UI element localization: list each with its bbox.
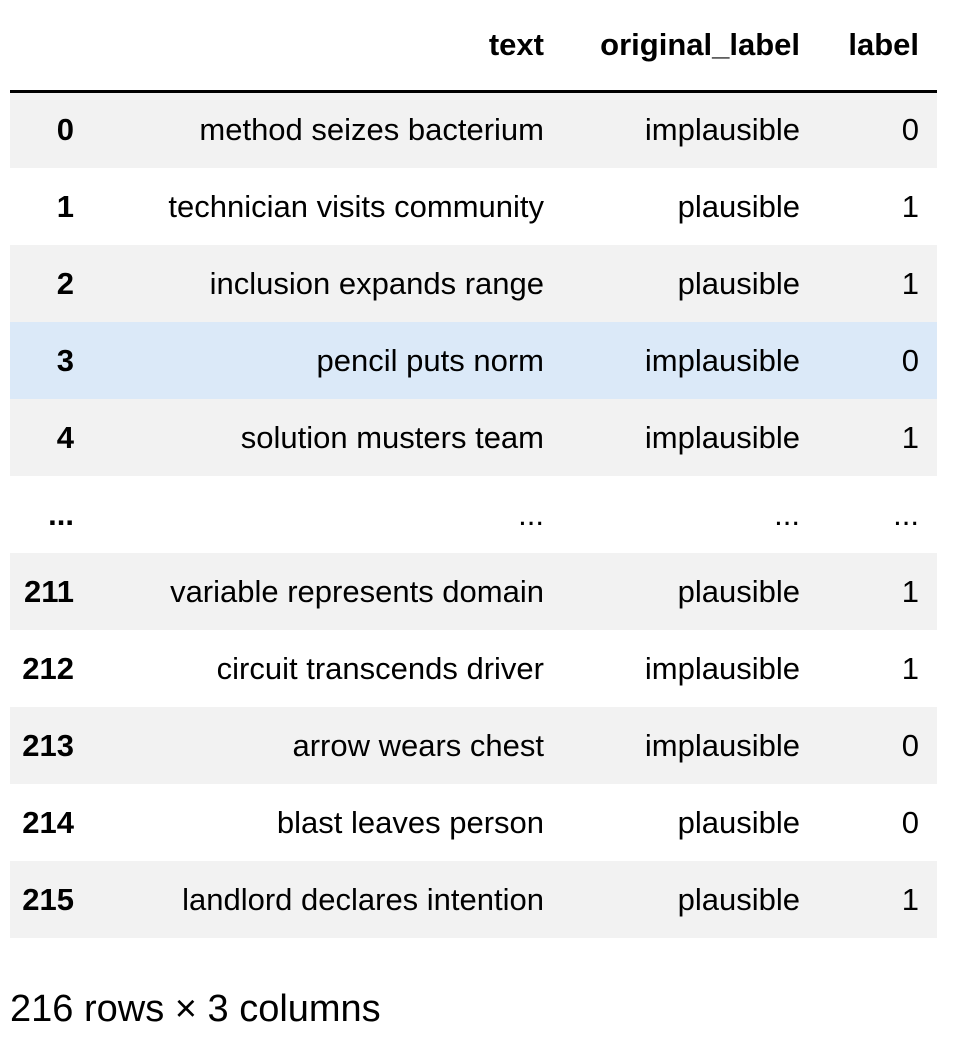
text-cell: landlord declares intention — [182, 881, 544, 917]
original-label-cell: plausible — [677, 804, 800, 840]
text-cell: solution musters team — [240, 419, 544, 455]
original-label-cell: implausible — [644, 112, 800, 148]
text-cell: ... — [518, 496, 544, 532]
index-column-header — [10, 0, 98, 93]
original-label-cell: implausible — [644, 727, 800, 763]
original-label-cell: implausible — [644, 650, 800, 686]
table-row: 211 variable represents domain plausible 1 — [10, 553, 937, 630]
original-label-cell: ... — [774, 496, 800, 532]
row-index: 1 — [56, 188, 74, 224]
table-row: 214 blast leaves person plausible 0 — [10, 784, 937, 861]
label-cell: 1 — [901, 419, 919, 455]
row-index: 4 — [56, 419, 74, 455]
row-index: 213 — [22, 727, 74, 763]
row-index: ... — [48, 496, 74, 532]
original-label-column-header: original_label — [562, 0, 818, 93]
original-label-cell: implausible — [644, 342, 800, 378]
row-index: 3 — [56, 342, 74, 378]
dataframe-shape-caption: 216 rows × 3 columns — [10, 988, 381, 1030]
text-cell: circuit transcends driver — [216, 650, 544, 686]
header-row: text original_label label — [10, 0, 937, 93]
text-cell: blast leaves person — [276, 804, 544, 840]
text-cell: technician visits community — [168, 188, 544, 224]
text-cell: method seizes bacterium — [199, 112, 544, 148]
original-label-cell: plausible — [677, 188, 800, 224]
dataframe-table: text original_label label 0 method seizes… — [10, 0, 937, 938]
label-cell: 0 — [901, 112, 919, 148]
label-cell: 0 — [901, 342, 919, 378]
row-index: 212 — [22, 650, 74, 686]
row-index: 2 — [56, 265, 74, 301]
row-index: 211 — [23, 573, 74, 609]
original-label-cell: plausible — [677, 265, 800, 301]
row-index: 214 — [22, 804, 74, 840]
table-row: 0 method seizes bacterium implausible 0 — [10, 91, 937, 168]
table-row: 1 technician visits community plausible 1 — [10, 168, 937, 245]
row-index: 215 — [22, 881, 74, 917]
label-cell: 0 — [901, 727, 919, 763]
table-row: 3 pencil puts norm implausible 0 — [10, 322, 937, 399]
table-row: 215 landlord declares intention plausible 1 — [10, 861, 937, 938]
dataframe-output: text original_label label 0 method seizes… — [10, 0, 937, 938]
label-cell: 1 — [901, 188, 919, 224]
table-header: text original_label label — [10, 0, 937, 93]
label-cell: ... — [893, 496, 919, 532]
table-body: 0 method seizes bacterium implausible 0 1 tec… — [10, 91, 937, 938]
table-row: 212 circuit transcends driver implausible 1 — [10, 630, 937, 707]
label-column-header: label — [818, 0, 937, 93]
text-cell: variable represents domain — [170, 573, 544, 609]
text-cell: arrow wears chest — [292, 727, 544, 763]
table-row: 213 arrow wears chest implausible 0 — [10, 707, 937, 784]
text-cell: pencil puts norm — [316, 342, 544, 378]
label-cell: 1 — [901, 881, 919, 917]
original-label-cell: plausible — [677, 881, 800, 917]
text-cell: inclusion expands range — [209, 265, 544, 301]
label-cell: 1 — [901, 650, 919, 686]
table-row: 4 solution musters team implausible 1 — [10, 399, 937, 476]
table-row: 2 inclusion expands range plausible 1 — [10, 245, 937, 322]
ellipsis-row: ............ — [10, 476, 937, 553]
label-cell: 0 — [901, 804, 919, 840]
text-column-header: text — [98, 0, 562, 93]
original-label-cell: implausible — [644, 419, 800, 455]
label-cell: 1 — [901, 573, 919, 609]
label-cell: 1 — [901, 265, 919, 301]
original-label-cell: plausible — [677, 573, 800, 609]
row-index: 0 — [56, 112, 74, 148]
